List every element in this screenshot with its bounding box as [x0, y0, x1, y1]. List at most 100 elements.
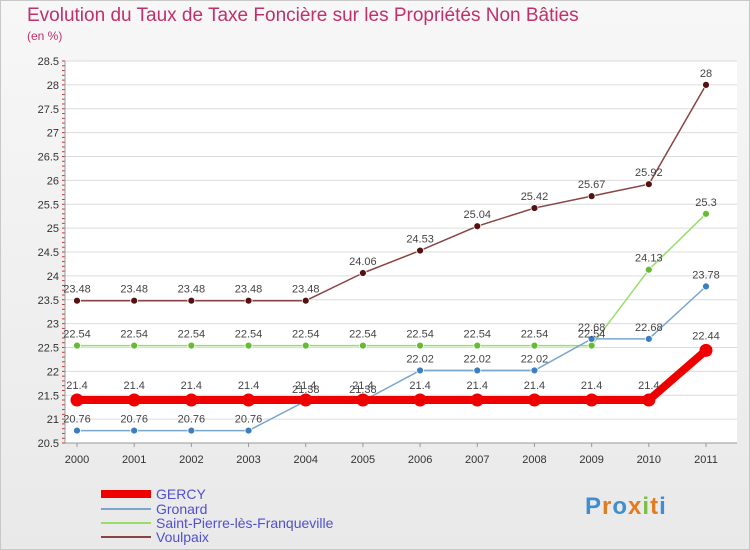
- data-label-voulpaix: 24.06: [349, 256, 377, 268]
- legend-item-gercy[interactable]: GERCY: [101, 487, 206, 501]
- x-tick-label: 2010: [637, 454, 661, 466]
- data-point-saint-pierre-l-s-franqueville: [301, 341, 310, 350]
- data-point-gronard: [702, 282, 710, 291]
- data-point-voulpaix: [416, 246, 424, 255]
- data-point-voulpaix: [644, 180, 653, 189]
- data-point-gercy: [470, 393, 484, 407]
- data-label-saint-pierre-l-s-franqueville: 22.54: [406, 329, 434, 341]
- data-point-saint-pierre-l-s-franqueville: [587, 341, 596, 350]
- grid-lines: [65, 60, 737, 444]
- legend-label-voulpaix: Voulpaix: [156, 529, 209, 545]
- data-label-gercy: 21.4: [524, 380, 545, 392]
- y-tick-label: 24: [47, 271, 59, 283]
- logo-letter: i: [659, 493, 667, 520]
- data-label-saint-pierre-l-s-franqueville: 22.54: [178, 329, 206, 341]
- data-label-gercy: 22.44: [692, 330, 720, 342]
- data-label-gronard: 22.68: [578, 322, 606, 334]
- data-label-gronard: 22.02: [464, 353, 492, 365]
- x-tick-label: 2001: [122, 454, 146, 466]
- data-point-gercy: [356, 393, 370, 407]
- data-point-gronard: [73, 426, 81, 435]
- axes: 20.5 21 21.5 22 22.5 23 23.5 24 24.5 25 25.5 26 26.5…: [38, 56, 737, 466]
- y-tick-label: 27.5: [38, 104, 59, 116]
- data-point-gercy: [699, 343, 713, 357]
- legend-label-gercy: GERCY: [156, 486, 206, 502]
- data-label-gercy: 21.4: [638, 380, 659, 392]
- data-point-voulpaix: [359, 269, 367, 277]
- data-label-gronard: 20.76: [178, 414, 206, 426]
- data-point-gronard: [587, 335, 596, 343]
- series-line-saint-pierre-l-s-franqueville: [76, 213, 707, 347]
- data-point-gronard: [187, 426, 196, 435]
- logo-letter: t: [650, 493, 660, 520]
- y-tick-label: 28.5: [38, 56, 59, 68]
- data-point-voulpaix: [130, 296, 139, 305]
- y-tick-label: 20.5: [38, 438, 59, 450]
- data-point-saint-pierre-l-s-franqueville: [73, 341, 81, 350]
- data-point-gercy: [242, 393, 256, 407]
- data-label-gercy: 21.4: [181, 380, 202, 392]
- legend-swatch-gronard: [101, 508, 151, 510]
- data-label-saint-pierre-l-s-franqueville: 24.13: [635, 253, 663, 265]
- data-label-voulpaix: 25.42: [521, 191, 549, 203]
- data-label-saint-pierre-l-s-franqueville: 25.3: [695, 197, 716, 209]
- data-label-gronard: 20.76: [235, 414, 263, 426]
- data-point-gercy: [413, 393, 427, 407]
- data-label-voulpaix: 23.48: [235, 284, 263, 296]
- data-point-voulpaix: [530, 204, 539, 212]
- unit-label: (en %): [27, 29, 63, 43]
- legend-label-saint-pierre: Saint-Pierre-lès-Franqueville: [156, 515, 334, 531]
- data-point-gronard: [416, 366, 424, 375]
- data-label-gronard: 22.02: [521, 353, 549, 365]
- x-tick-label: 2007: [465, 454, 489, 466]
- data-label-voulpaix: 23.48: [292, 284, 320, 296]
- data-label-voulpaix: 25.04: [464, 209, 492, 221]
- data-label-gercy: 21.4: [123, 380, 144, 392]
- data-label-gronard: 20.76: [63, 414, 91, 426]
- legend-swatch-voulpaix: [101, 536, 151, 538]
- data-point-gercy: [127, 393, 141, 407]
- y-tick-label: 22: [47, 366, 59, 378]
- data-point-gercy: [70, 393, 84, 407]
- x-tick-label: 2009: [579, 454, 603, 466]
- data-point-saint-pierre-l-s-franqueville: [473, 341, 482, 350]
- y-tick-label: 28: [47, 80, 59, 92]
- x-tick-label: 2000: [65, 454, 89, 466]
- y-tick-label: 24.5: [38, 247, 59, 259]
- data-point-voulpaix: [702, 80, 710, 89]
- data-point-voulpaix: [187, 296, 196, 305]
- legend-item-voulpaix[interactable]: Voulpaix: [101, 530, 209, 544]
- data-point-voulpaix: [73, 296, 81, 305]
- legend-swatch-gercy: [101, 490, 151, 498]
- series-line-voulpaix: [76, 84, 707, 302]
- data-label-voulpaix: 25.92: [635, 167, 663, 179]
- legend-label-gronard: Gronard: [156, 501, 208, 517]
- data-point-voulpaix: [473, 222, 482, 231]
- y-tick-label: 21.5: [38, 390, 59, 402]
- y-tick-label: 22.5: [38, 343, 59, 355]
- data-point-gercy: [527, 393, 541, 407]
- legend-item-saint-pierre[interactable]: Saint-Pierre-lès-Franqueville: [101, 516, 333, 530]
- data-label-voulpaix: 23.48: [120, 284, 148, 296]
- data-label-voulpaix: 25.67: [578, 179, 606, 191]
- y-tick-label: 27: [47, 128, 59, 140]
- x-tick-label: 2008: [522, 454, 546, 466]
- data-label-saint-pierre-l-s-franqueville: 22.54: [521, 329, 549, 341]
- data-label-gercy: 21.4: [352, 380, 373, 392]
- series-line-gercy: [73, 346, 710, 405]
- data-label-gronard: 20.76: [120, 414, 148, 426]
- data-label-gercy: 21.4: [238, 380, 259, 392]
- legend-swatch-saint-pierre: [101, 522, 151, 524]
- data-label-gercy: 21.4: [66, 380, 87, 392]
- legend-item-gronard[interactable]: Gronard: [101, 502, 207, 516]
- data-point-saint-pierre-l-s-franqueville: [359, 341, 367, 350]
- data-label-gercy: 21.4: [409, 380, 430, 392]
- x-tick-label: 2011: [694, 454, 718, 466]
- data-label-saint-pierre-l-s-franqueville: 22.54: [578, 329, 606, 341]
- data-point-gronard: [130, 426, 139, 435]
- data-label-gercy: 21.4: [581, 380, 602, 392]
- series-markers: [70, 80, 713, 435]
- x-tick-label: 2006: [408, 454, 432, 466]
- data-point-saint-pierre-l-s-franqueville: [416, 341, 424, 350]
